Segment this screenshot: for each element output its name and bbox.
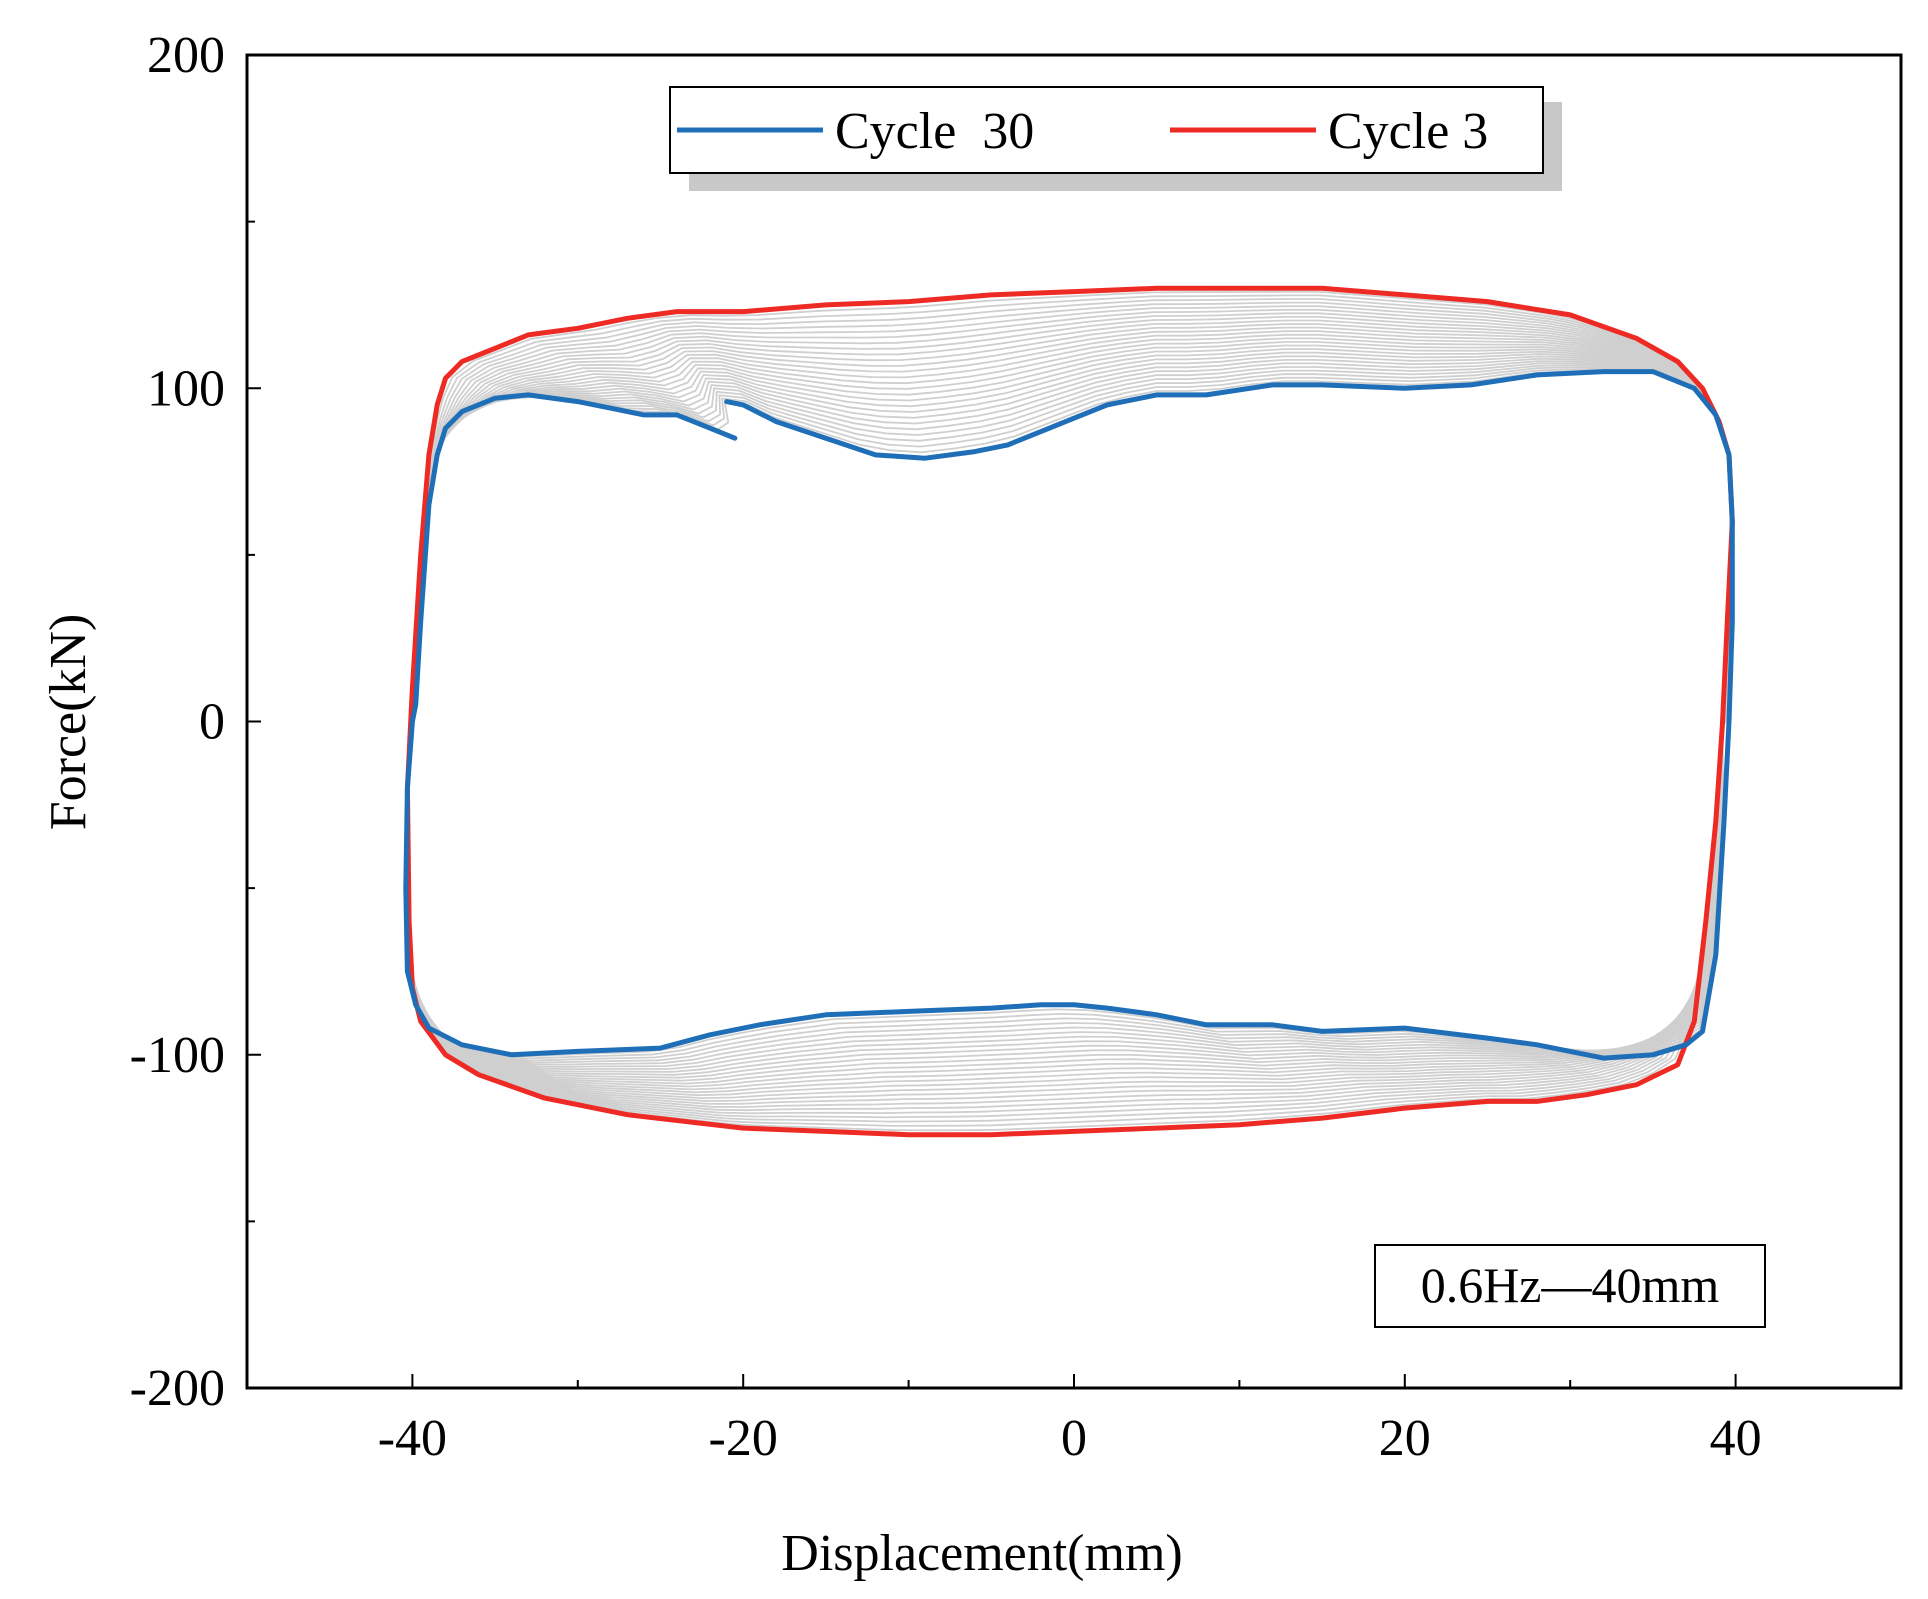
series-layer	[403, 285, 1735, 1138]
plot-frame	[245, 53, 1903, 1390]
intermediate-cycle-line	[406, 355, 1734, 1073]
x-tick-label: -40	[378, 1410, 447, 1467]
annotation-box	[1374, 1244, 1766, 1328]
intermediate-cycle-line	[405, 367, 1734, 1060]
y-tick-label: -100	[130, 1027, 225, 1084]
x-tick-label: -20	[709, 1410, 778, 1467]
intermediate-cycle-line	[406, 344, 1734, 1082]
intermediate-cycle-line	[407, 312, 1734, 1108]
series-cycle-30-line	[403, 369, 1735, 1061]
intermediate-cycle-line	[407, 316, 1734, 1105]
series-cycle-3-line	[404, 285, 1735, 1138]
x-tick-label: 40	[1710, 1410, 1762, 1467]
intermediate-cycle-line	[406, 341, 1734, 1085]
intermediate-cycle-line	[407, 301, 1734, 1119]
condition-annotation: 0.6Hz—40mm	[1374, 1244, 1766, 1328]
y-axis-label: Force(kN)	[40, 614, 97, 831]
intermediate-cycle-line	[406, 357, 1734, 1071]
intermediate-cycle-line	[407, 326, 1734, 1097]
intermediate-cycle-line	[406, 348, 1734, 1079]
y-tick-label: 200	[147, 27, 225, 84]
intermediate-cycle-line	[405, 369, 1734, 1058]
intermediate-cycle-line	[406, 351, 1734, 1076]
y-tick-label: 0	[199, 694, 225, 751]
x-tick-label: 0	[1061, 1410, 1087, 1467]
intermediate-cycle-line	[406, 337, 1734, 1088]
intermediate-cycle-line	[406, 333, 1734, 1091]
x-axis-label: Displacement(mm)	[781, 1525, 1182, 1582]
intermediate-cycle-line	[407, 330, 1734, 1094]
legend-label-cycle-30: Cycle 30	[835, 103, 1034, 160]
intermediate-cycle-line	[405, 362, 1734, 1066]
intermediate-cycle-line	[407, 305, 1734, 1115]
legend: Cycle 30 Cycle 3	[669, 86, 1562, 191]
intermediate-cycle-line	[405, 366, 1734, 1062]
x-axis-ticks: -40 -20 0 20 40	[246, 1374, 1902, 1467]
y-tick-label: -200	[130, 1360, 225, 1417]
y-axis-ticks: -200 -100 0 100 200	[130, 27, 261, 1417]
annotation-text: 0.6Hz—40mm	[1421, 1257, 1720, 1313]
x-tick-label: 20	[1379, 1410, 1431, 1467]
intermediate-cycle-line	[407, 323, 1734, 1100]
intermediate-cycle-line	[407, 308, 1734, 1112]
intermediate-cycle-line	[405, 364, 1734, 1064]
legend-label-cycle-3: Cycle 3	[1328, 103, 1488, 160]
intermediate-cycle-line	[407, 319, 1734, 1102]
intermediate-cycle-line	[406, 360, 1734, 1068]
y-tick-label: 100	[147, 360, 225, 417]
